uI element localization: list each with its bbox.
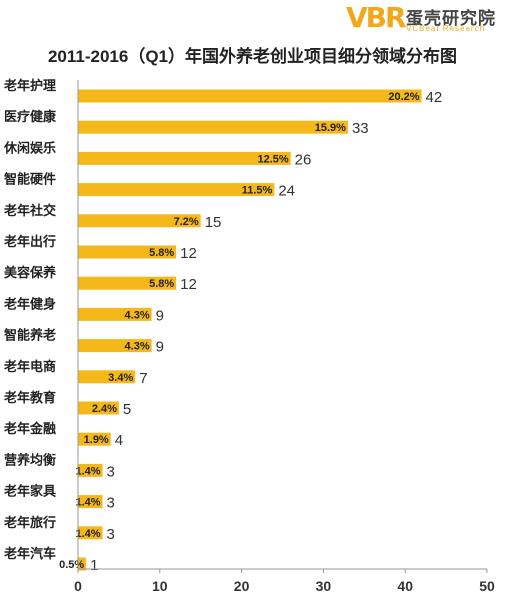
bar: [78, 495, 103, 509]
category-label: 老年教育: [3, 390, 56, 406]
bar: [78, 557, 87, 571]
value-label: 4: [115, 432, 123, 449]
category-label: 老年护理: [3, 78, 56, 94]
bar: [78, 120, 348, 134]
percent-label: 4.3%: [125, 309, 150, 321]
value-label: 7: [139, 370, 147, 387]
value-label: 12: [180, 276, 197, 293]
value-label: 1: [90, 557, 98, 574]
category-label: 老年金融: [3, 421, 56, 437]
bar: [78, 432, 111, 446]
category-label: 美容保养: [4, 265, 57, 281]
bar: [78, 183, 275, 197]
percent-label: 11.5%: [242, 185, 273, 197]
bar: [78, 245, 177, 259]
bar: [78, 339, 152, 353]
x-tick-label: 40: [397, 578, 413, 594]
x-tick-label: 50: [479, 578, 495, 594]
vcbeat-logo: VBR 蛋壳研究院 VCBeat Research: [346, 2, 502, 38]
value-label: 12: [180, 245, 197, 262]
percent-label: 12.5%: [257, 153, 288, 165]
x-tick-label: 20: [234, 578, 250, 594]
bar: [78, 276, 177, 290]
percent-label: 5.8%: [149, 247, 174, 259]
chart-title: 2011-2016（Q1）年国外养老创业项目细分领域分布图: [47, 47, 458, 66]
bar: [78, 463, 103, 477]
percent-label: 2.4%: [92, 403, 117, 415]
value-label: 3: [107, 463, 115, 480]
category-label: 老年健身: [3, 296, 56, 312]
bar: [78, 526, 103, 540]
value-label: 33: [352, 120, 369, 137]
percent-label: 7.2%: [174, 216, 199, 228]
category-label: 休闲娱乐: [3, 140, 56, 156]
value-label: 26: [295, 151, 312, 168]
category-label: 老年旅行: [3, 515, 56, 531]
logo-mark: VBR: [346, 1, 407, 34]
bar: [78, 401, 119, 415]
category-label: 医疗健康: [4, 109, 57, 125]
category-label: 智能硬件: [4, 172, 56, 188]
value-label: 5: [123, 401, 131, 418]
category-label: 营养均衡: [4, 452, 56, 468]
bar: [78, 370, 136, 384]
bar: [78, 214, 201, 228]
value-label: 3: [107, 495, 115, 512]
x-tick-label: 10: [152, 578, 168, 594]
value-label: 42: [426, 89, 443, 106]
value-label: 9: [156, 339, 164, 356]
category-label: 老年汽车: [3, 546, 56, 562]
percent-label: 3.4%: [108, 372, 133, 384]
percent-label: 1.9%: [84, 434, 109, 446]
bar: [78, 151, 291, 165]
value-label: 3: [107, 526, 115, 543]
x-tick-label: 30: [316, 578, 332, 594]
percent-label: 15.9%: [315, 122, 346, 134]
value-label: 24: [278, 183, 295, 200]
bar: [78, 89, 422, 103]
percent-label: 1.4%: [75, 465, 100, 477]
percent-label: 20.2%: [388, 91, 419, 103]
value-label: 15: [205, 214, 222, 231]
logo-name-cn: 蛋壳研究院: [406, 9, 496, 28]
category-label: 老年电商: [3, 359, 56, 375]
bar: [78, 307, 152, 321]
logo-name-en: VCBeat Research: [406, 24, 486, 33]
percent-label: 1.4%: [75, 528, 100, 540]
category-label: 智能养老: [4, 328, 56, 344]
value-label: 9: [156, 307, 164, 324]
category-label: 老年出行: [3, 234, 56, 250]
x-tick-label: 0: [74, 578, 82, 594]
category-label: 老年社交: [3, 203, 56, 219]
category-label: 老年家具: [3, 484, 56, 500]
percent-label: 4.3%: [125, 341, 150, 353]
percent-label: 5.8%: [149, 278, 174, 290]
percent-label: 1.4%: [75, 497, 100, 509]
